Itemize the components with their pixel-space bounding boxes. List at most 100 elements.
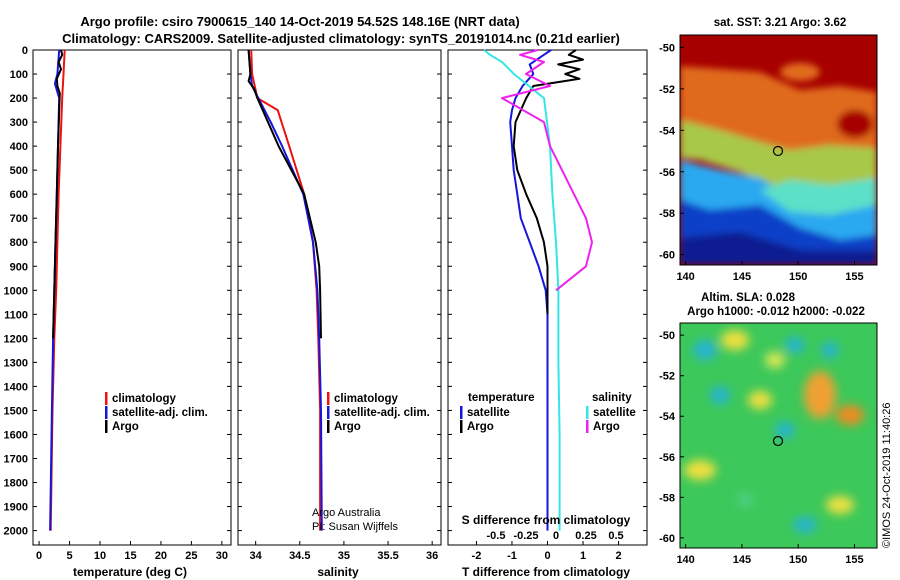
x-tick-label: -2 — [472, 550, 482, 562]
temperature-legend: climatology satellite-adj. clim. Argo — [105, 392, 208, 433]
sla-low-7 — [737, 493, 753, 507]
salinity-axis-label: salinity — [317, 565, 359, 579]
depth-tick-label: 1300 — [4, 357, 28, 369]
sst-cyan-filament — [760, 178, 877, 215]
salinity-legend: climatology satellite-adj. clim. Argo Ar… — [312, 392, 430, 533]
lon-tick-label: 145 — [733, 554, 751, 566]
x-tick-label: 35 — [338, 550, 350, 562]
difference-legend: temperature satellite Argo salinity sate… — [460, 392, 636, 433]
depth-tick-label: 500 — [10, 165, 28, 177]
depth-tick-label: 1400 — [4, 381, 28, 393]
depth-tick-label: 1500 — [4, 405, 28, 417]
x-tick-label: 30 — [216, 550, 228, 562]
series-line — [247, 49, 323, 531]
sla-high-6 — [826, 496, 854, 514]
s-x-tick-label: -0.25 — [513, 530, 538, 542]
s-x-tick-label: 0.5 — [608, 530, 623, 542]
lat-tick-label: -54 — [659, 411, 676, 423]
legend-label-satellite: satellite-adj. clim. — [112, 407, 208, 419]
legend-label-satellite: satellite-adj. clim. — [334, 407, 430, 419]
sst-coldest — [680, 232, 877, 265]
x-tick-label: 2 — [616, 550, 622, 562]
depth-tick-label: 800 — [10, 237, 28, 249]
sst-map-ticks: 140 145 150 155 -50 -52 -54 -56 -58 -60 — [659, 42, 864, 283]
salinity-axes — [237, 49, 442, 546]
legend-swatch-sal-satellite — [586, 406, 589, 419]
x-tick-label: 36 — [426, 550, 438, 562]
sla-high-7 — [765, 352, 785, 368]
x-tick-label: 0 — [544, 550, 550, 562]
sst-map-frame — [679, 34, 878, 266]
legend-label-argo: Argo — [334, 421, 361, 433]
lat-tick-label: -58 — [659, 492, 675, 504]
x-tick-label: 0 — [36, 550, 42, 562]
lon-tick-label: 140 — [676, 554, 694, 566]
sla-high-2 — [804, 371, 836, 419]
depth-tick-label: 300 — [10, 117, 28, 129]
credit-line-1: Argo Australia — [312, 507, 381, 519]
lat-tick-label: -56 — [659, 452, 675, 464]
depth-tick-label: 400 — [10, 141, 28, 153]
sla-low-3 — [821, 342, 839, 358]
series-line — [250, 49, 322, 531]
difference-profiles — [483, 49, 593, 531]
legend-swatch-satellite — [105, 406, 108, 419]
t-difference-axis-label: T difference from climatology — [462, 565, 630, 579]
legend-swatch-temp-satellite — [460, 406, 463, 419]
sla-title-line-1: Altim. SLA: 0.028 — [701, 292, 796, 304]
sla-map-frame — [679, 322, 878, 549]
lat-tick-label: -52 — [659, 84, 675, 96]
legend-label-sal-argo: Argo — [593, 421, 620, 433]
imos-watermark: ©IMOS 24-Oct-2019 11:40:26 — [881, 403, 893, 548]
legend-head-temperature: temperature — [468, 392, 534, 404]
sla-high-3 — [836, 405, 864, 425]
depth-tick-label: 1900 — [4, 502, 28, 514]
depth-tick-label: 900 — [10, 261, 28, 273]
float-position-marker — [772, 145, 784, 157]
lat-tick-label: -60 — [659, 533, 675, 545]
depth-tick-label: 200 — [10, 93, 28, 105]
salinity-profiles — [247, 49, 323, 531]
lon-tick-label: 155 — [845, 554, 863, 566]
x-tick-label: 25 — [185, 550, 197, 562]
legend-label-climatology: climatology — [112, 393, 177, 405]
legend-swatch-temp-argo — [460, 420, 463, 433]
sla-map-ticks: 140 145 150 155 -50 -52 -54 -56 -58 -60 — [659, 330, 864, 566]
x-tick-label: 1 — [580, 550, 586, 562]
sla-low-1 — [693, 340, 717, 360]
sla-title-line-2: Argo h1000: -0.012 h2000: -0.022 — [687, 306, 865, 318]
sla-high-4 — [748, 391, 772, 409]
lat-tick-label: -58 — [659, 208, 675, 220]
salinity-x-ticks: 34 34.5 35 35.5 36 — [250, 541, 438, 562]
x-tick-label: 35.5 — [377, 550, 398, 562]
depth-tick-labels: 0 100 200 300 400 500 600 700 800 900 1000 1100 1200… — [4, 45, 647, 538]
x-tick-label: 34 — [250, 550, 263, 562]
lat-tick-label: -60 — [659, 250, 675, 262]
lat-tick-label: -50 — [659, 330, 675, 342]
sla-low-2 — [785, 337, 805, 353]
legend-swatch-sal-argo — [586, 420, 589, 433]
legend-label-sal-satellite: satellite — [593, 407, 636, 419]
legend-swatch-argo — [105, 420, 108, 433]
lat-tick-label: -52 — [659, 371, 675, 383]
x-tick-label: 20 — [155, 550, 167, 562]
lat-tick-label: -50 — [659, 42, 675, 54]
sst-features — [680, 63, 877, 265]
legend-label-climatology: climatology — [334, 393, 399, 405]
s-difference-axis-label: S difference from climatology — [462, 513, 631, 527]
depth-tick-label: 2000 — [4, 526, 28, 538]
s-x-tick-label: 0 — [553, 530, 559, 542]
x-tick-label: -1 — [507, 550, 517, 562]
sla-high-5 — [684, 460, 716, 480]
series-line — [247, 49, 322, 339]
lon-tick-label: 150 — [789, 554, 807, 566]
x-tick-label: 34.5 — [289, 550, 310, 562]
lon-tick-label: 155 — [845, 271, 863, 283]
lat-tick-label: -56 — [659, 167, 675, 179]
legend-swatch-climatology — [327, 392, 330, 405]
depth-tick-label: 1700 — [4, 453, 28, 465]
legend-swatch-climatology — [105, 392, 108, 405]
sla-low-4 — [710, 386, 730, 404]
x-tick-label: 5 — [66, 550, 72, 562]
